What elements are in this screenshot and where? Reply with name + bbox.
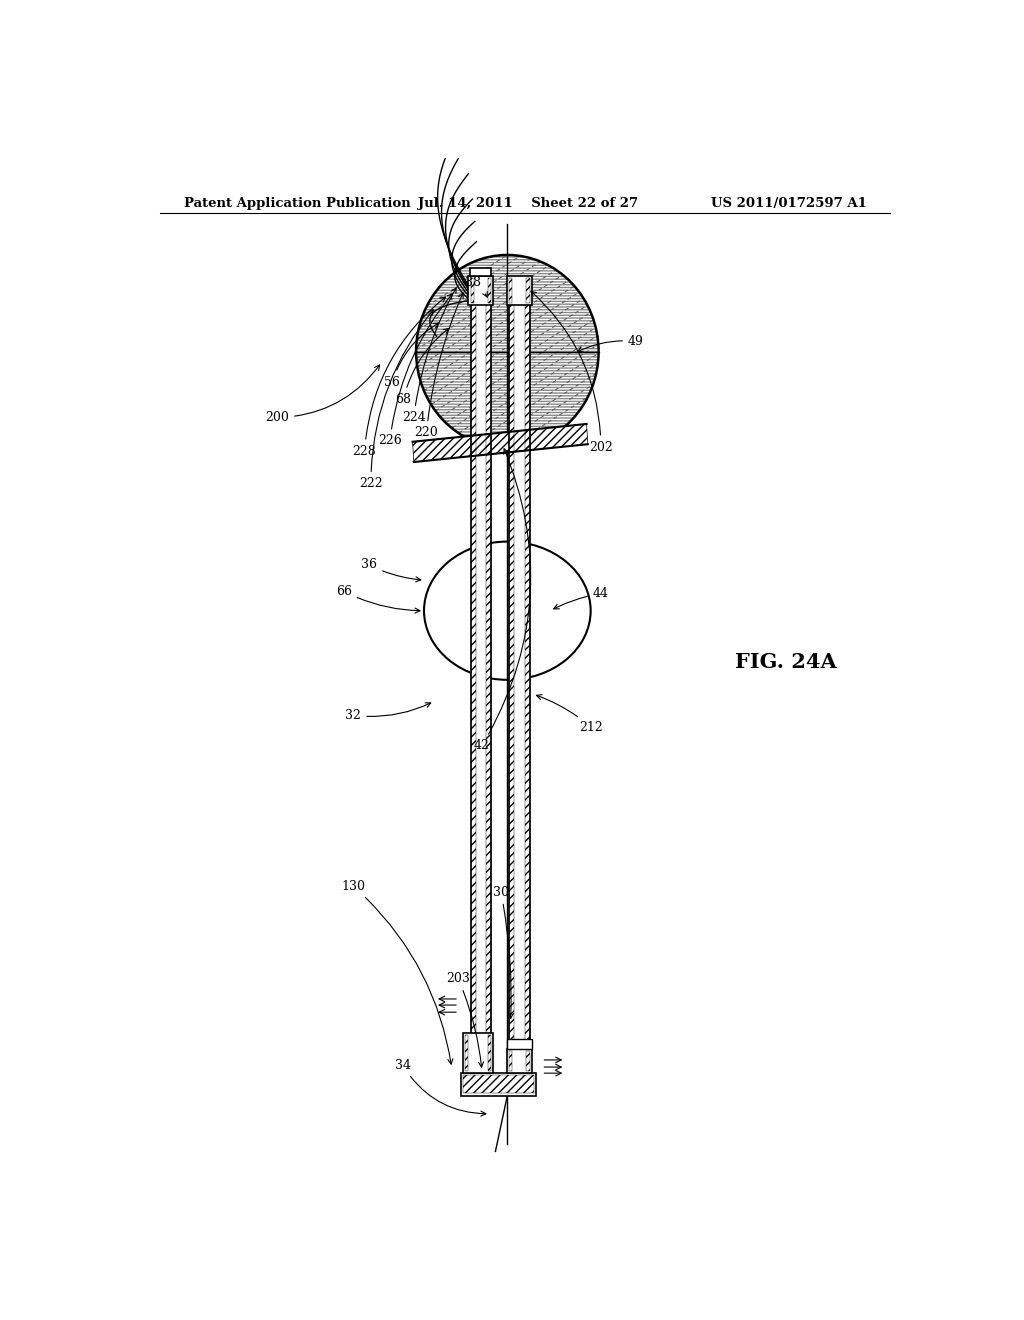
Text: 34: 34 [394,1059,485,1117]
Bar [509,286,514,1068]
Bar [526,279,529,302]
Text: Jul. 14, 2011    Sheet 22 of 27: Jul. 14, 2011 Sheet 22 of 27 [418,197,638,210]
Text: 200: 200 [265,364,380,424]
Bar [509,286,529,1068]
Bar [471,286,475,1068]
Text: 32: 32 [345,702,431,722]
Ellipse shape [416,255,599,447]
Bar [463,1076,535,1093]
Text: 38: 38 [465,276,487,297]
Bar [468,276,494,305]
Text: US 2011/0172597 A1: US 2011/0172597 A1 [712,197,867,210]
Text: 44: 44 [554,587,609,609]
Text: Patent Application Publication: Patent Application Publication [183,197,411,210]
Bar [509,286,529,1068]
Text: 36: 36 [361,558,421,582]
Bar [509,279,512,302]
Bar [524,286,529,1068]
Polygon shape [413,424,588,462]
Bar [487,1035,490,1071]
Bar [461,1073,536,1096]
Bar [463,1032,494,1073]
Bar [471,286,490,1068]
Text: 56: 56 [384,323,438,388]
Text: 212: 212 [537,694,603,734]
Bar [470,268,492,276]
Text: 224: 224 [401,288,456,424]
Text: 202: 202 [531,292,612,454]
Bar [471,286,490,1068]
Bar [471,279,474,302]
Bar [526,1051,529,1071]
Text: 228: 228 [352,297,445,458]
Text: 49: 49 [578,335,644,351]
Text: 226: 226 [378,293,453,447]
Bar [465,1035,468,1071]
Bar [507,1049,531,1073]
Text: FIG. 24A: FIG. 24A [735,652,837,672]
Text: 42: 42 [474,449,530,752]
Bar [507,276,531,305]
Bar [487,279,490,302]
Bar [507,1039,531,1049]
Text: 220: 220 [415,293,463,440]
Text: 222: 222 [359,310,433,490]
Text: 66: 66 [336,585,420,612]
Text: 203: 203 [446,972,483,1067]
Text: 68: 68 [395,329,449,405]
Text: 30: 30 [493,886,513,1018]
Bar [509,1051,512,1071]
Bar [486,286,490,1068]
Text: 130: 130 [341,879,453,1064]
